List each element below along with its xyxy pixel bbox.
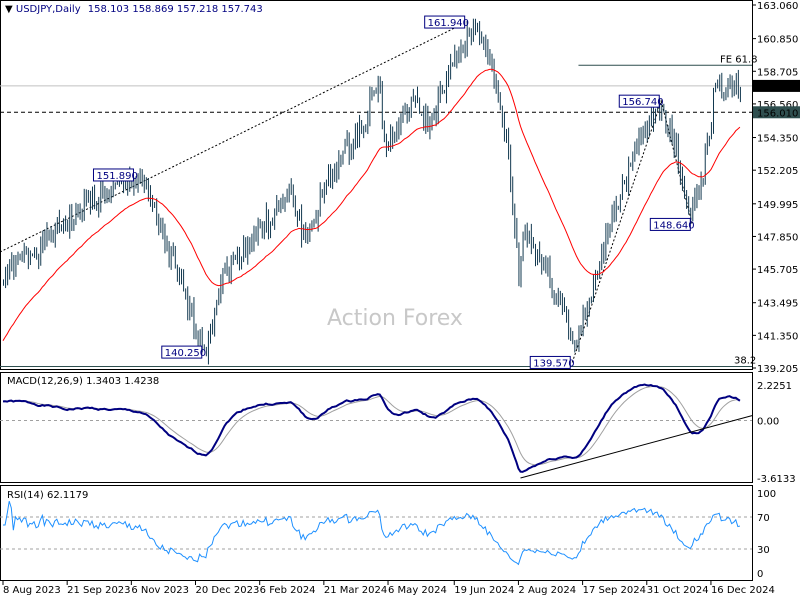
- price-annotation-label: 140.250: [165, 348, 206, 359]
- macd-signal-line: [2, 385, 740, 466]
- price-tick-label: 156.560: [757, 100, 798, 111]
- moving-average-line: [2, 68, 741, 341]
- time-tick-label: 31 Oct 2024: [647, 585, 709, 596]
- time-tick-label: 21 Sep 2023: [67, 585, 130, 596]
- macd-axis-label: 2.2251: [757, 381, 792, 392]
- macd-label: MACD(12,26,9) 1.3403 1.4238: [7, 376, 160, 387]
- time-tick-label: 8 Aug 2023: [3, 585, 61, 596]
- macd-trendline: [520, 415, 753, 479]
- price-tick-label: 158.705: [757, 67, 798, 78]
- macd-axis-label: 0.00: [757, 416, 779, 427]
- price-annotation-label: 139.570: [533, 358, 574, 369]
- time-tick-label: 21 Mar 2024: [324, 585, 387, 596]
- price-tick-label: 143.495: [757, 299, 798, 310]
- time-tick-label: 6 May 2024: [388, 585, 447, 596]
- price-tick-label: 160.850: [757, 35, 798, 46]
- price-annotation-box: [649, 217, 691, 231]
- chart-header: ▼ USDJPY,Daily 158.103 158.869 157.218 1…: [5, 4, 263, 15]
- time-tick-label: 6 Feb 2024: [260, 585, 316, 596]
- time-tick-label: 6 Nov 2023: [131, 585, 189, 596]
- macd-panel-frame: [0, 372, 753, 483]
- retr-382-label: 38.2: [734, 356, 756, 367]
- price-tick-label: 149.995: [757, 200, 798, 211]
- macd-line: [2, 383, 741, 473]
- rsi-axis-label: 30: [757, 545, 770, 556]
- collapse-triangle-icon[interactable]: ▼: [5, 4, 13, 15]
- current-price-tag: [753, 79, 800, 92]
- rsi-axis-label: 100: [757, 489, 776, 500]
- time-tick-label: 2 Aug 2024: [518, 585, 576, 596]
- price-tick-label: 141.350: [757, 331, 798, 342]
- price-annotation-label: 148.640: [653, 220, 694, 231]
- price-tick-label: 147.850: [757, 232, 798, 243]
- rsi-axis-label: 70: [757, 513, 770, 524]
- support-price-tag-label: 156.010: [757, 108, 798, 119]
- price-tick-label: 145.705: [757, 265, 798, 276]
- time-tick-label: 17 Sep 2024: [583, 585, 646, 596]
- price-annotation-label: 161.940: [428, 18, 469, 29]
- time-tick-label: 20 Dec 2023: [196, 585, 260, 596]
- support-price-tag: [753, 106, 800, 119]
- time-tick-label: 19 Jun 2024: [454, 585, 514, 596]
- price-annotation-box: [92, 168, 134, 182]
- price-annotation-box: [424, 15, 466, 29]
- symbol-label: USDJPY,Daily: [15, 4, 81, 15]
- price-annotation-label: 151.890: [96, 171, 137, 182]
- rsi-axis-label: 0: [757, 569, 763, 580]
- price-tick-label: 139.205: [757, 364, 798, 375]
- price-annotation-label: 156.740: [622, 97, 663, 108]
- time-tick-label: 16 Dec 2024: [711, 585, 775, 596]
- rsi-panel-frame: [0, 485, 753, 581]
- rsi-line: [3, 500, 741, 566]
- price-panel-frame: [0, 0, 753, 370]
- price-annotation-box: [161, 345, 203, 359]
- watermark: Action Forex: [327, 306, 463, 331]
- current-price-tag-label: 157.743: [757, 82, 798, 93]
- price-tick-label: 154.350: [757, 134, 798, 145]
- rsi-label: RSI(14) 62.1179: [7, 490, 89, 501]
- price-tick-label: 152.205: [757, 166, 798, 177]
- trendline-dotted: [0, 21, 467, 253]
- price-annotation-box: [618, 94, 660, 108]
- fe-618-label: FE 61.8: [720, 54, 758, 65]
- price-tick-label: 163.060: [757, 1, 798, 12]
- ohlc-values: 158.103 158.869 157.218 157.743: [87, 4, 263, 15]
- price-annotation-box: [529, 355, 571, 369]
- macd-axis-label: -3.6133: [757, 474, 796, 485]
